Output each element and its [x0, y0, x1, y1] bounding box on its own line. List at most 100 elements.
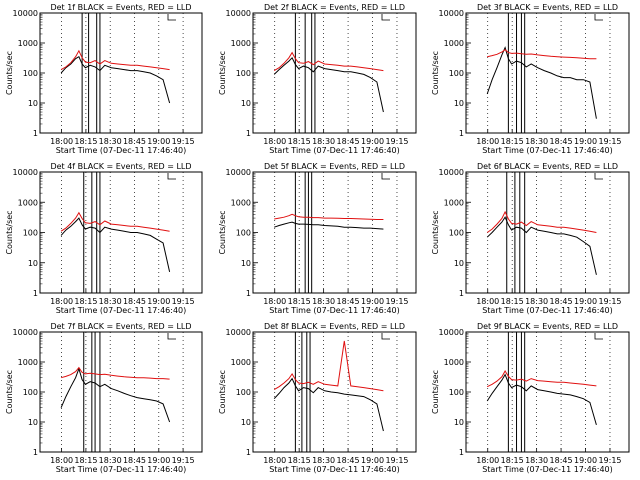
y-axis-label: Counts/sec: [5, 51, 14, 95]
y-tick-label: 10: [241, 259, 251, 268]
x-tick-label: 19:00: [574, 297, 597, 306]
x-axis-label: Start Time (07-Dec-11 17:46:40): [482, 465, 613, 474]
y-axis-label: Counts/sec: [431, 51, 440, 95]
corner-marker: [381, 173, 390, 180]
y-tick-label: 1000: [444, 358, 464, 367]
y-tick-label: 1000: [18, 358, 38, 367]
lld-series-line: [273, 340, 384, 392]
x-tick-label: 19:15: [385, 297, 408, 306]
events-series-line: [486, 373, 597, 426]
x-tick-label: 18:00: [263, 137, 286, 146]
x-axis-label: Start Time (07-Dec-11 17:46:40): [56, 306, 187, 315]
x-tick-label: 18:00: [50, 137, 73, 146]
y-tick-label: 10: [454, 259, 464, 268]
y-tick-label: 1: [246, 289, 251, 298]
y-axis-label: Counts/sec: [218, 370, 227, 414]
y-tick-label: 1000: [444, 39, 464, 48]
y-tick-label: 10000: [439, 9, 464, 18]
x-tick-label: 18:00: [476, 456, 499, 465]
y-tick-label: 100: [23, 69, 38, 78]
y-axis-label: Counts/sec: [218, 210, 227, 254]
corner-marker: [167, 173, 176, 180]
chart-title: Det 9f BLACK = Events, RED = LLD: [477, 322, 618, 331]
y-tick-label: 10: [241, 99, 251, 108]
plot-frame: [465, 12, 630, 134]
y-tick-label: 1: [33, 289, 38, 298]
chart-title: Det 4f BLACK = Events, RED = LLD: [50, 162, 191, 171]
x-tick-label: 18:15: [288, 297, 311, 306]
lld-series-line: [274, 213, 384, 220]
plot-frame: [39, 12, 203, 134]
y-tick-label: 1: [459, 289, 464, 298]
corner-marker: [381, 14, 390, 21]
y-tick-label: 10000: [13, 328, 38, 337]
y-tick-label: 1: [246, 448, 251, 457]
x-axis-label: Start Time (07-Dec-11 17:46:40): [56, 146, 187, 155]
y-tick-label: 1: [33, 129, 38, 138]
x-tick-label: 19:00: [147, 297, 170, 306]
x-tick-label: 18:15: [501, 456, 524, 465]
y-tick-label: 1: [246, 129, 251, 138]
y-tick-label: 100: [236, 229, 251, 238]
y-tick-label: 10000: [226, 168, 251, 177]
y-tick-label: 100: [449, 229, 464, 238]
x-tick-label: 19:15: [172, 137, 195, 146]
x-tick-label: 18:45: [337, 137, 360, 146]
x-tick-label: 18:15: [74, 137, 97, 146]
plot-frame: [465, 171, 630, 294]
corner-marker: [594, 14, 603, 21]
chart-title: Det 7f BLACK = Events, RED = LLD: [50, 322, 191, 331]
events-series-line: [273, 377, 384, 432]
x-tick-label: 18:00: [263, 297, 286, 306]
chart-panel-5: Det 5f BLACK = Events, RED = LLD 1 10 100 10…: [218, 162, 417, 315]
x-tick-label: 18:30: [99, 137, 122, 146]
lld-series-line: [60, 211, 170, 232]
lld-series-line: [273, 51, 384, 72]
lld-series-line: [486, 370, 597, 388]
y-tick-label: 1: [459, 129, 464, 138]
y-tick-label: 100: [23, 388, 38, 397]
x-tick-label: 18:15: [501, 137, 524, 146]
chart-panel-3: Det 3f BLACK = Events, RED = LLD 1 10 100 10…: [431, 3, 630, 155]
x-tick-label: 18:45: [123, 137, 146, 146]
x-tick-label: 18:00: [476, 137, 499, 146]
y-tick-label: 10: [454, 99, 464, 108]
y-axis-label: Counts/sec: [5, 370, 14, 414]
y-tick-label: 1000: [444, 198, 464, 207]
corner-marker: [381, 333, 390, 340]
x-tick-label: 19:15: [598, 297, 621, 306]
x-tick-label: 18:30: [99, 297, 122, 306]
y-tick-label: 1000: [231, 358, 251, 367]
lld-series-line: [487, 49, 597, 60]
x-tick-label: 18:30: [99, 456, 122, 465]
corner-marker: [594, 173, 603, 180]
x-tick-label: 19:00: [574, 456, 597, 465]
events-series-line: [486, 46, 597, 119]
y-tick-label: 1: [459, 448, 464, 457]
chart-title: Det 2f BLACK = Events, RED = LLD: [264, 3, 405, 12]
x-tick-label: 18:45: [123, 456, 146, 465]
chart-panel-8: Det 8f BLACK = Events, RED = LLD 1 10 100 10…: [218, 322, 417, 474]
chart-panel-4: Det 4f BLACK = Events, RED = LLD 1 10 100 10…: [5, 162, 203, 315]
x-tick-label: 19:15: [385, 137, 408, 146]
x-tick-label: 18:30: [312, 137, 335, 146]
y-tick-label: 10000: [226, 9, 251, 18]
x-axis-label: Start Time (07-Dec-11 17:46:40): [482, 146, 613, 155]
x-tick-label: 19:15: [172, 297, 195, 306]
chart-title: Det 3f BLACK = Events, RED = LLD: [477, 3, 618, 12]
x-tick-label: 18:00: [50, 297, 73, 306]
y-tick-label: 1000: [231, 198, 251, 207]
x-tick-label: 18:00: [50, 456, 73, 465]
x-tick-label: 18:30: [525, 456, 548, 465]
x-tick-label: 19:15: [172, 456, 195, 465]
y-axis-label: Counts/sec: [431, 370, 440, 414]
x-tick-label: 19:15: [598, 456, 621, 465]
x-axis-label: Start Time (07-Dec-11 17:46:40): [269, 306, 400, 315]
y-axis-label: Counts/sec: [218, 51, 227, 95]
x-tick-label: 18:15: [74, 297, 97, 306]
y-axis-label: Counts/sec: [431, 210, 440, 254]
x-tick-label: 18:45: [337, 456, 360, 465]
x-tick-label: 18:45: [337, 297, 360, 306]
events-series-line: [60, 367, 171, 423]
